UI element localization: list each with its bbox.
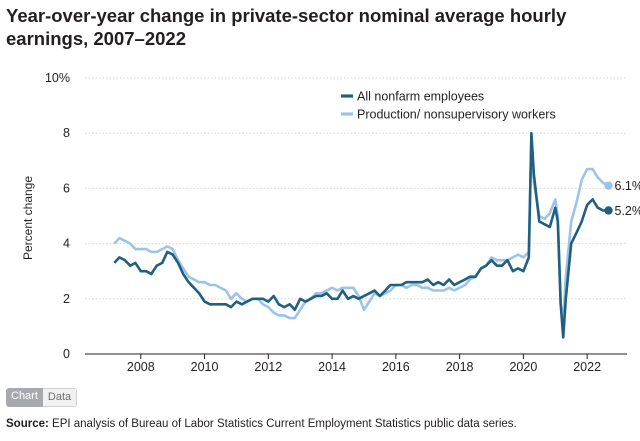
x-tick-label: 2010 [191,360,219,374]
y-tick-label: 10% [45,71,70,85]
x-tick-label: 2020 [509,360,537,374]
chart-canvas: 0 2 4 6 8 10% 2008 2010 2012 2014 2016 2018 2020 202… [21,71,640,374]
source-note: Source: EPI analysis of Bureau of Labor … [6,418,517,430]
x-tick-label: 2008 [127,360,155,374]
y-tick-label: 4 [63,237,70,251]
legend-label: All nonfarm employees [357,90,484,104]
source-text: EPI analysis of Bureau of Labor Statisti… [52,418,517,430]
legend: All nonfarm employees Production/ nonsupe… [341,90,556,122]
y-tick-label: 6 [63,181,70,195]
series-end-label: 6.1% [615,179,640,193]
series-lines: 6.1% 5.2% [113,131,640,339]
page-title: Year-over-year change in private-sector … [6,5,567,49]
series-end-marker [604,181,613,190]
data-tab[interactable]: Data [42,388,78,407]
x-tick-label: 2012 [254,360,282,374]
x-tick-label: 2022 [573,360,601,374]
x-tick-labels: 2008 2010 2012 2014 2016 2018 2020 2022 [127,354,601,374]
legend-label: Production/ nonsupervisory workers [357,108,556,122]
x-tick-label: 2014 [318,360,346,374]
chart-tab[interactable]: Chart [6,388,43,407]
y-tick-label: 8 [63,126,70,140]
source-label: Source: [6,418,49,430]
y-tick-labels: 0 2 4 6 8 10% [45,71,70,361]
y-tick-label: 2 [63,292,70,306]
y-tick-label: 0 [63,347,70,361]
series-end-marker [604,206,613,215]
series-line-all-nonfarm [113,131,609,339]
view-toggle: Chart Data [6,388,78,407]
y-axis-label: Percent change [21,176,35,260]
x-tick-label: 2018 [446,360,474,374]
series-end-label: 5.2% [615,204,640,218]
x-tick-label: 2016 [382,360,410,374]
